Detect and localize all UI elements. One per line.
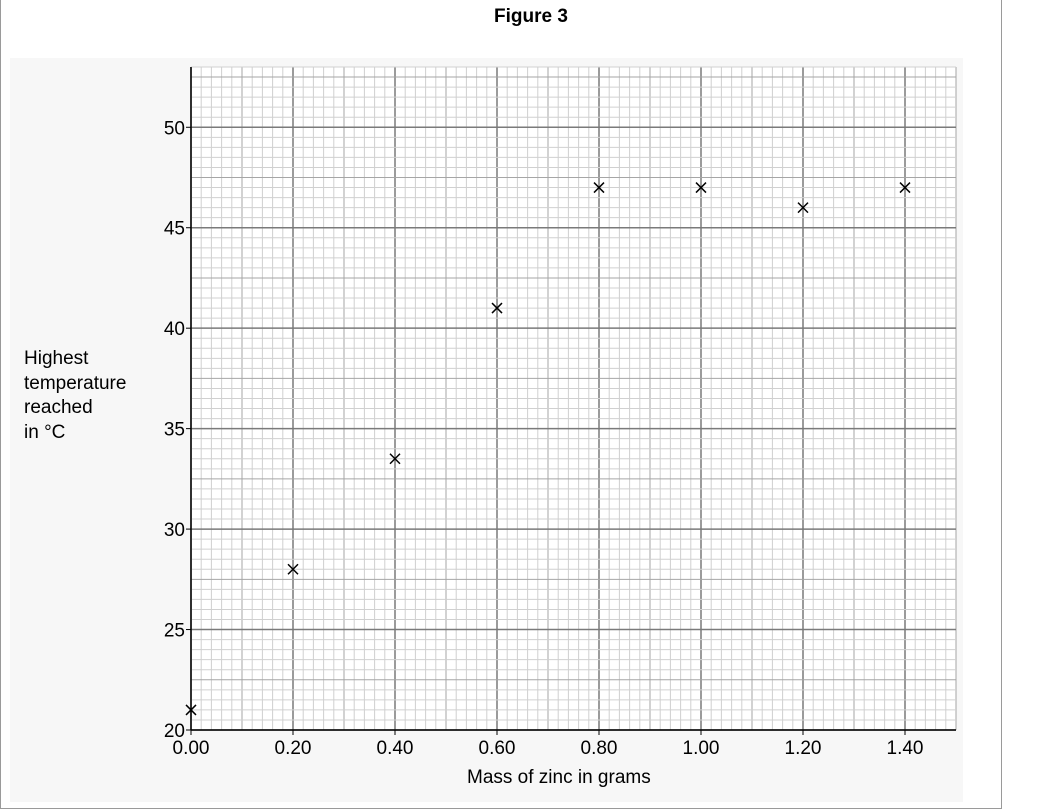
point-marker-x [185, 704, 197, 716]
y-tick-label: 35 [164, 420, 185, 441]
point-marker-x [899, 182, 911, 194]
x-tick-label: 0.60 [479, 738, 516, 759]
point-marker-x [695, 182, 707, 194]
figure-title: Figure 3 [494, 6, 568, 27]
x-tick-label: 1.00 [683, 738, 720, 759]
data-point [797, 202, 809, 214]
x-tick-label: 0.20 [275, 738, 312, 759]
point-marker-x [797, 202, 809, 214]
data-point [695, 182, 707, 194]
y-tick-label: 45 [164, 219, 185, 240]
y-tick-label: 30 [164, 520, 185, 541]
y-tick-label: 25 [164, 621, 185, 642]
data-point [287, 563, 299, 575]
x-tick-label: 0.00 [173, 738, 210, 759]
point-marker-x [389, 453, 401, 465]
point-marker-x [491, 302, 503, 314]
data-point [593, 182, 605, 194]
y-tick-label: 50 [164, 118, 185, 139]
point-marker-x [593, 182, 605, 194]
data-point [185, 704, 197, 716]
data-point [389, 453, 401, 465]
x-tick-label: 1.40 [887, 738, 924, 759]
point-marker-x [287, 563, 299, 575]
x-tick-label: 1.20 [785, 738, 822, 759]
x-tick-label: 0.40 [377, 738, 414, 759]
x-axis-label: Mass of zinc in grams [467, 767, 651, 788]
y-axis-label: Highest temperature reached in °C [24, 348, 127, 443]
y-tick-label: 20 [164, 721, 185, 742]
x-tick-label: 0.80 [581, 738, 618, 759]
data-point [491, 302, 503, 314]
data-point [899, 182, 911, 194]
y-tick-label: 40 [164, 319, 185, 340]
